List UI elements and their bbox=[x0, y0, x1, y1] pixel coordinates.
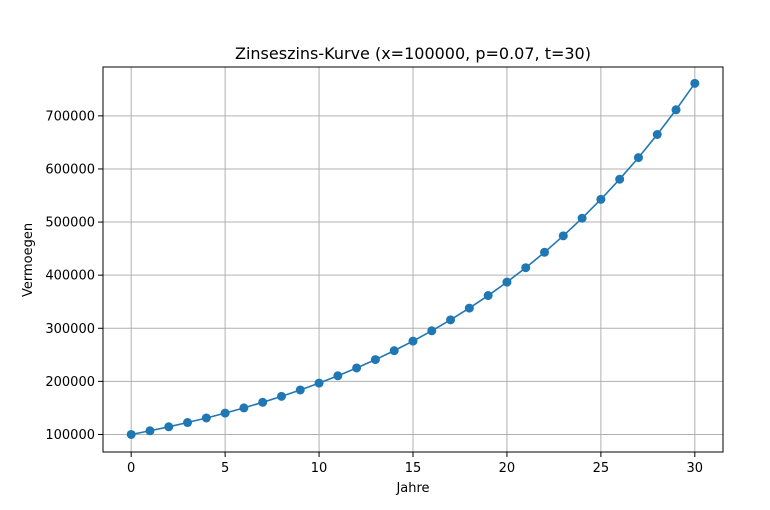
data-point bbox=[690, 78, 700, 88]
y-tick-label: 500000 bbox=[45, 216, 95, 231]
data-point bbox=[408, 336, 418, 346]
data-point bbox=[577, 213, 587, 223]
x-tick-label: 10 bbox=[311, 461, 328, 476]
data-point bbox=[276, 391, 286, 401]
y-tick-label: 300000 bbox=[45, 322, 95, 337]
data-point bbox=[314, 378, 324, 388]
data-point bbox=[220, 408, 230, 418]
data-point bbox=[295, 385, 305, 395]
y-tick-label: 100000 bbox=[45, 428, 95, 443]
data-point bbox=[126, 429, 136, 439]
data-point bbox=[446, 315, 456, 325]
data-point bbox=[596, 194, 606, 204]
data-point bbox=[502, 277, 512, 287]
x-axis-label: Jahre bbox=[395, 481, 429, 496]
data-point bbox=[671, 105, 681, 115]
data-point bbox=[652, 130, 662, 140]
data-point bbox=[145, 426, 155, 436]
data-point bbox=[540, 247, 550, 257]
series-compound-growth bbox=[126, 78, 700, 439]
y-axis-label: Vermoegen bbox=[21, 223, 36, 297]
chart-title: Zinseszins-Kurve (x=100000, p=0.07, t=30… bbox=[235, 44, 591, 63]
plot-frame bbox=[102, 66, 724, 453]
x-tick-label: 0 bbox=[127, 461, 135, 476]
x-tick-label: 30 bbox=[687, 461, 704, 476]
y-axis-ticks: 100000 200000 300000 400000 500000 600000 7000… bbox=[45, 109, 103, 443]
data-point bbox=[370, 355, 380, 365]
data-point bbox=[633, 153, 643, 163]
data-point bbox=[483, 291, 493, 301]
x-tick-label: 5 bbox=[221, 461, 229, 476]
data-point bbox=[558, 231, 568, 241]
y-tick-label: 700000 bbox=[45, 109, 95, 124]
y-tick-label: 600000 bbox=[45, 162, 95, 177]
data-point bbox=[464, 303, 474, 313]
data-point bbox=[615, 174, 625, 184]
data-point bbox=[183, 418, 193, 428]
data-point bbox=[389, 346, 399, 356]
data-point bbox=[201, 413, 211, 423]
grid bbox=[103, 67, 723, 452]
data-point bbox=[521, 263, 531, 273]
x-axis-ticks: 0 5 10 15 20 25 30 bbox=[127, 452, 703, 476]
data-point bbox=[239, 403, 249, 413]
data-point bbox=[333, 371, 343, 381]
y-tick-label: 400000 bbox=[45, 269, 95, 284]
data-point bbox=[427, 326, 437, 336]
data-point bbox=[258, 397, 268, 407]
data-point bbox=[164, 422, 174, 432]
x-tick-label: 25 bbox=[593, 461, 610, 476]
x-tick-label: 15 bbox=[405, 461, 422, 476]
x-tick-label: 20 bbox=[499, 461, 516, 476]
y-tick-label: 200000 bbox=[45, 375, 95, 390]
data-point bbox=[352, 363, 362, 373]
